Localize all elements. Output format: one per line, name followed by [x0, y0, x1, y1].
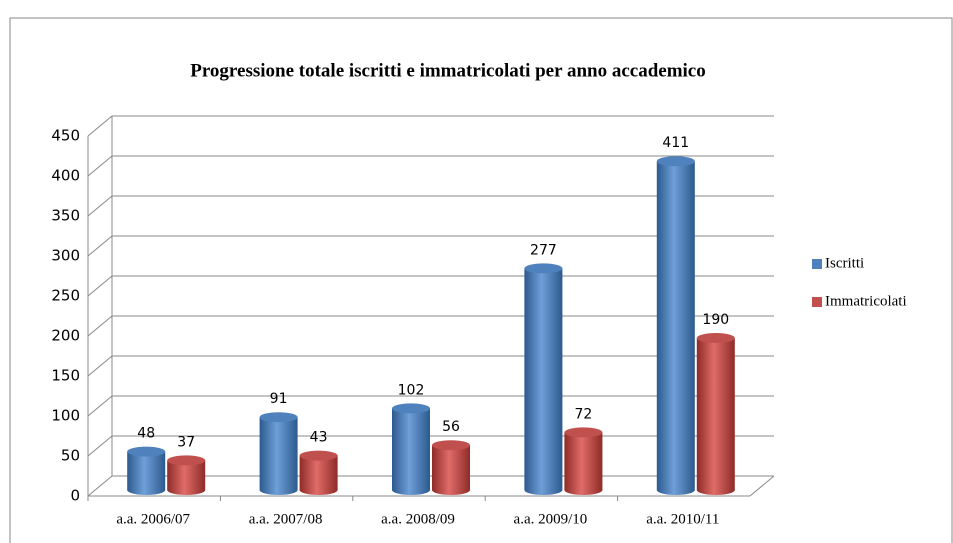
bar	[696, 338, 735, 490]
bar	[127, 451, 166, 490]
bar	[392, 408, 430, 490]
bar-top	[696, 333, 735, 343]
bar-top	[299, 450, 338, 461]
y-tick-label: 350	[51, 207, 80, 225]
bar-top	[524, 263, 563, 274]
y-tick-label: 450	[51, 127, 80, 145]
bar-top	[656, 156, 695, 167]
x-tick-label: a.a. 2009/10	[514, 511, 588, 527]
data-label: 48	[137, 426, 155, 442]
legend-label: Iscritti	[825, 255, 864, 271]
bar-top	[127, 446, 166, 457]
y-tick-label: 400	[51, 167, 80, 185]
bar	[524, 268, 563, 490]
grid-line	[87, 235, 774, 257]
x-tick-label: a.a. 2006/07	[116, 511, 190, 527]
bar-top	[392, 403, 430, 414]
y-tick-label: 50	[61, 447, 80, 465]
data-label: 43	[310, 430, 328, 446]
bar-top	[167, 455, 206, 466]
bar	[656, 161, 695, 490]
y-tick-label: 100	[51, 407, 80, 425]
grid-line	[87, 115, 774, 137]
data-label: 56	[442, 419, 460, 435]
y-tick-label: 150	[51, 367, 80, 385]
data-label: 37	[177, 434, 195, 450]
chart-border	[9, 17, 953, 543]
bar	[259, 417, 298, 490]
data-label: 72	[574, 406, 592, 422]
data-label: 102	[398, 382, 425, 398]
bar	[432, 445, 470, 490]
bar-top	[564, 427, 603, 438]
x-tick-label: a.a. 2008/09	[381, 511, 455, 527]
grid-line	[87, 155, 774, 177]
legend-swatch	[812, 259, 822, 269]
grid-line	[87, 195, 774, 217]
y-tick-label: 250	[51, 287, 80, 305]
y-tick-label: 0	[70, 487, 80, 505]
x-tick-label: a.a. 2010/11	[646, 511, 719, 527]
bar-top	[259, 412, 298, 423]
x-tick-label: a.a. 2007/08	[249, 511, 323, 527]
data-label: 277	[530, 242, 557, 258]
axis-line	[749, 475, 775, 497]
bar	[299, 455, 338, 490]
data-label: 411	[662, 135, 689, 151]
bar	[564, 432, 603, 490]
data-label: 91	[270, 391, 288, 407]
legend-label: Immatricolati	[825, 293, 907, 309]
bar-top	[432, 440, 470, 451]
legend-swatch	[812, 297, 822, 307]
chart-title: Progressione totale iscritti e immatrico…	[190, 60, 706, 81]
data-label: 190	[702, 312, 729, 328]
y-tick-label: 200	[51, 327, 80, 345]
y-tick-label: 300	[51, 247, 80, 265]
